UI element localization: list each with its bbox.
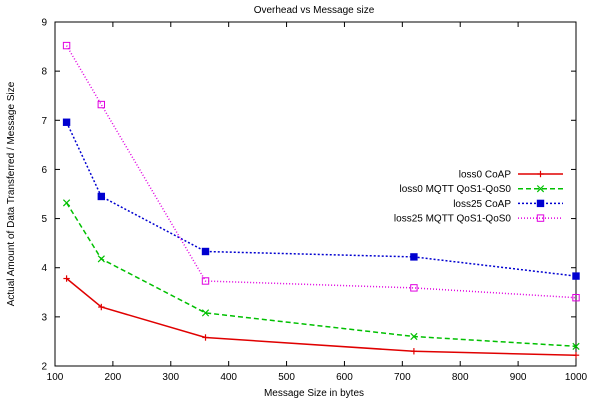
series-line <box>65 202 577 348</box>
data-point <box>572 293 580 302</box>
y-tick-label: 8 <box>41 67 47 78</box>
legend-marker <box>536 185 545 193</box>
legend-marker <box>536 214 545 222</box>
legend-label: loss25 MQTT QoS1-QoS0 <box>394 214 512 225</box>
data-point <box>201 309 210 317</box>
x-tick-label: 700 <box>394 372 411 383</box>
y-tick-label: 5 <box>41 214 47 225</box>
series-3 <box>62 118 580 280</box>
series-1 <box>63 275 580 359</box>
data-point <box>572 342 580 350</box>
legend-marker <box>537 170 544 178</box>
data-point <box>201 277 210 285</box>
data-point <box>572 351 580 359</box>
legend-label: loss25 CoAP <box>453 199 511 210</box>
y-axis: 2 3 4 5 6 7 8 9 <box>41 18 576 373</box>
data-point <box>410 348 418 355</box>
y-axis-title: Actual Amount of Data Transferred / Mess… <box>6 81 17 306</box>
x-tick-label: 900 <box>510 372 527 383</box>
x-tick-label: 800 <box>452 372 469 383</box>
legend: loss0 CoAP loss0 MQTT QoS1-QoS0 loss25 CoA… <box>394 170 563 225</box>
x-tick-label: 600 <box>336 372 353 383</box>
y-tick-label: 6 <box>41 165 47 176</box>
x-tick-label: 200 <box>105 372 122 383</box>
legend-marker <box>536 199 545 208</box>
data-point <box>202 334 209 341</box>
chart-title: Overhead vs Message size <box>254 5 375 16</box>
data-point <box>201 247 210 256</box>
data-point <box>97 100 106 109</box>
plot-border <box>54 21 577 367</box>
data-point <box>98 303 105 311</box>
y-tick-label: 3 <box>41 312 47 323</box>
data-point <box>62 41 71 50</box>
series-layer <box>62 41 580 359</box>
x-tick-label: 1000 <box>565 372 588 383</box>
x-tick-label: 500 <box>278 372 295 383</box>
x-axis: 100 200 300 400 500 600 700 800 900 1000 <box>47 22 588 383</box>
legend-item: loss25 MQTT QoS1-QoS0 <box>394 214 563 225</box>
series-4 <box>62 41 580 302</box>
legend-item: loss0 MQTT QoS1-QoS0 <box>399 184 563 195</box>
legend-label: loss0 CoAP <box>459 170 512 181</box>
y-tick-label: 9 <box>41 18 47 29</box>
x-axis-title: Message Size in bytes <box>264 388 364 399</box>
data-point <box>97 255 105 263</box>
y-tick-label: 2 <box>41 362 47 373</box>
legend-item: loss25 CoAP <box>453 199 563 210</box>
x-tick-label: 400 <box>220 372 237 383</box>
series-line <box>65 45 577 299</box>
data-point <box>410 284 418 292</box>
x-tick-label: 100 <box>47 372 64 383</box>
series-2 <box>62 199 580 350</box>
legend-item: loss0 CoAP <box>459 170 563 181</box>
data-point <box>97 192 106 201</box>
y-tick-label: 7 <box>41 116 47 127</box>
series-line <box>66 277 577 356</box>
data-point <box>62 199 71 207</box>
data-point <box>63 275 70 282</box>
plot-frame <box>54 21 577 367</box>
data-point <box>62 118 71 126</box>
legend-label: loss0 MQTT QoS1-QoS0 <box>399 184 511 195</box>
data-point <box>572 272 580 280</box>
x-tick-label: 300 <box>162 372 179 383</box>
data-point <box>410 253 418 261</box>
data-point <box>410 332 418 341</box>
y-tick-label: 4 <box>41 263 47 274</box>
